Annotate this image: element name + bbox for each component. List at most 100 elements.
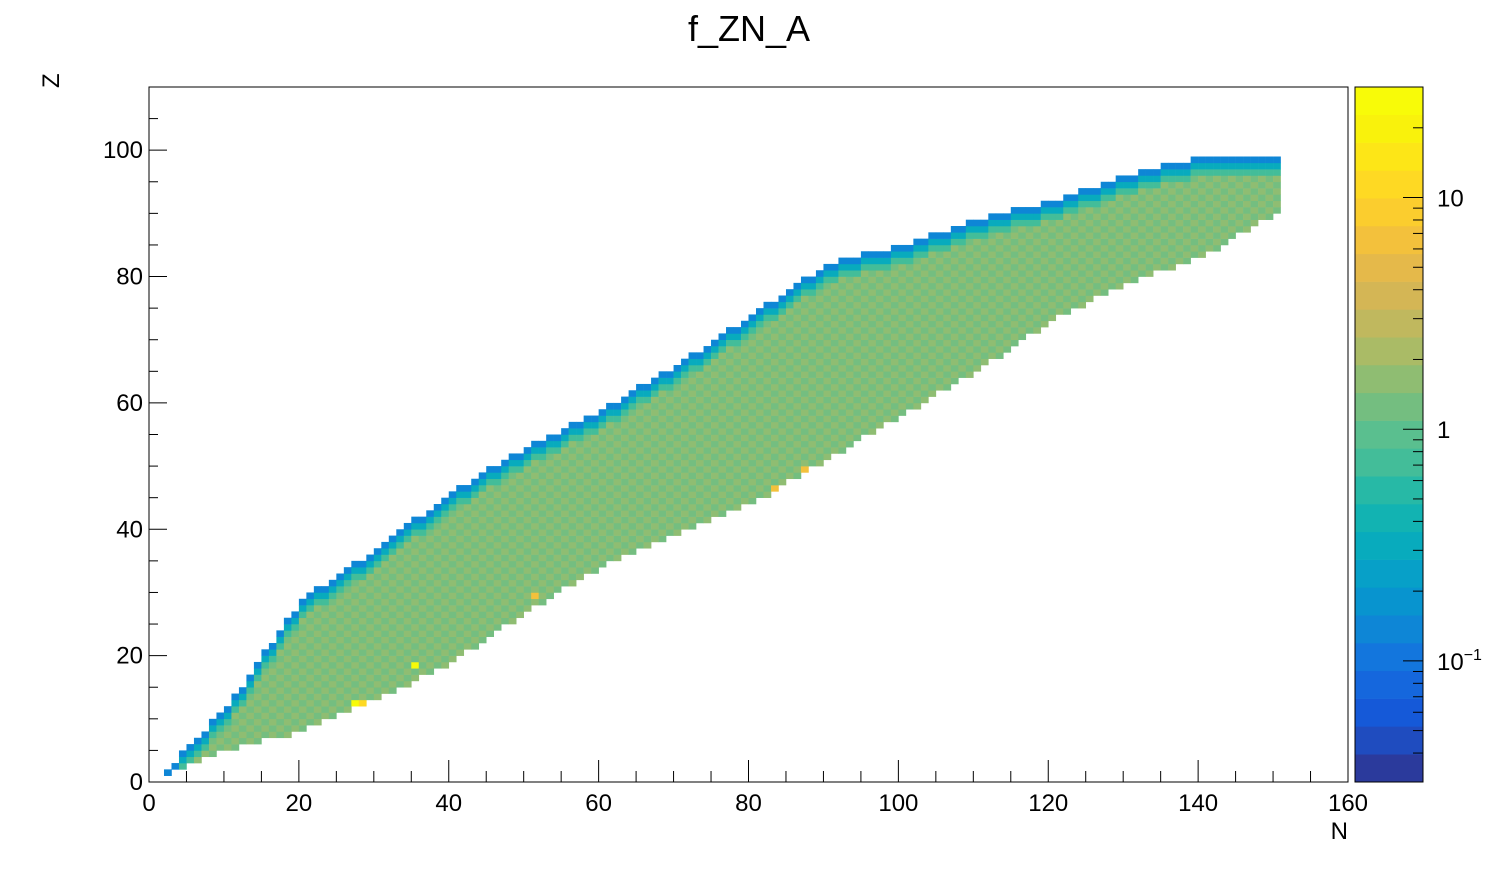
- heatmap-cell: [838, 428, 847, 435]
- heatmap-cell: [456, 649, 465, 656]
- heatmap-cell: [1250, 213, 1259, 220]
- heatmap-cell: [463, 579, 472, 587]
- heatmap-cell: [973, 219, 982, 227]
- heatmap-cell: [531, 592, 539, 600]
- heatmap-cell: [785, 327, 794, 334]
- heatmap-cell: [1010, 244, 1019, 252]
- heatmap-cell: [920, 263, 929, 271]
- heatmap-cell: [1273, 200, 1281, 208]
- heatmap-cell: [471, 554, 480, 562]
- heatmap-cell: [711, 383, 719, 391]
- heatmap-cell: [673, 466, 682, 473]
- heatmap-cell: [1243, 207, 1251, 214]
- heatmap-cell: [328, 579, 337, 587]
- heatmap-cell: [815, 428, 824, 435]
- heatmap-cell: [516, 466, 524, 473]
- heatmap-cell: [381, 617, 390, 625]
- heatmap-cell: [501, 497, 509, 505]
- heatmap-cell: [890, 251, 899, 258]
- heatmap-cell: [785, 339, 794, 347]
- heatmap-cell: [561, 478, 569, 486]
- heatmap-cell: [920, 301, 929, 309]
- heatmap-cell: [366, 560, 375, 568]
- heatmap-cell: [531, 522, 539, 530]
- heatmap-cell: [403, 598, 412, 606]
- heatmap-cell: [688, 510, 697, 517]
- heatmap-cell: [456, 491, 465, 498]
- heatmap-cell: [718, 466, 727, 473]
- heatmap-cell: [770, 371, 779, 378]
- heatmap-cell: [283, 680, 292, 688]
- heatmap-cell: [591, 459, 599, 467]
- heatmap-cell: [598, 440, 607, 448]
- heatmap-cell: [613, 459, 622, 467]
- heatmap-cell: [523, 573, 532, 581]
- heatmap-cell: [875, 383, 884, 391]
- heatmap-cell: [913, 263, 922, 271]
- heatmap-cell: [606, 428, 614, 435]
- heatmap-cell: [1003, 314, 1012, 322]
- heatmap-cell: [726, 383, 734, 391]
- heatmap-cell: [621, 535, 629, 543]
- heatmap-cell: [733, 358, 742, 366]
- heatmap-cell: [973, 238, 982, 246]
- heatmap-cell: [1235, 219, 1244, 227]
- heatmap-cell: [703, 478, 712, 486]
- heatmap-cell: [733, 371, 742, 378]
- heatmap-cell: [501, 579, 509, 587]
- heatmap-cell: [171, 763, 180, 770]
- heatmap-cell: [418, 624, 427, 631]
- heatmap-cell: [696, 421, 704, 429]
- heatmap-cell: [845, 415, 854, 423]
- heatmap-cell: [283, 649, 292, 656]
- heatmap-cell: [1055, 276, 1064, 284]
- heatmap-cell: [726, 365, 734, 372]
- heatmap-cell: [381, 668, 390, 675]
- heatmap-cell: [1213, 181, 1221, 189]
- heatmap-cell: [441, 592, 450, 600]
- heatmap-cell: [815, 459, 824, 467]
- heatmap-cell: [358, 592, 367, 600]
- heatmap-cell: [1093, 270, 1101, 277]
- z-tick-label: 1: [1437, 417, 1450, 444]
- heatmap-cell: [418, 643, 427, 650]
- heatmap-cell: [516, 453, 524, 461]
- heatmap-cell: [493, 497, 502, 505]
- heatmap-cell: [681, 453, 689, 461]
- heatmap-cell: [1220, 175, 1229, 183]
- heatmap-cell: [343, 592, 352, 600]
- heatmap-cell: [845, 282, 854, 290]
- heatmap-cell: [696, 485, 704, 492]
- heatmap-cell: [456, 605, 465, 612]
- heatmap-cell: [943, 320, 952, 328]
- heatmap-cell: [456, 636, 465, 644]
- heatmap-cell: [860, 409, 869, 416]
- heatmap-cell: [253, 687, 262, 694]
- heatmap-cell: [643, 478, 652, 486]
- heatmap-cell: [1205, 232, 1214, 239]
- heatmap-cell: [628, 472, 637, 480]
- heatmap-cell: [800, 365, 809, 372]
- heatmap-cell: [1085, 238, 1094, 246]
- heatmap-cell: [523, 541, 532, 549]
- heatmap-cell: [1145, 251, 1154, 258]
- heatmap-cell: [838, 402, 847, 410]
- heatmap-cell: [1078, 270, 1087, 277]
- heatmap-cell: [523, 579, 532, 587]
- heatmap-cell: [403, 560, 412, 568]
- heatmap-cell: [253, 706, 262, 713]
- heatmap-cell: [501, 522, 509, 530]
- heatmap-cell: [463, 491, 472, 498]
- heatmap-cell: [306, 674, 315, 682]
- heatmap-cell: [770, 365, 779, 372]
- heatmap-cell: [733, 421, 742, 429]
- z-tick-label: 10−1: [1437, 647, 1482, 676]
- heatmap-cell: [358, 661, 367, 669]
- heatmap-cell: [1003, 232, 1012, 239]
- heatmap-cell: [1145, 194, 1154, 202]
- heatmap-cell: [905, 314, 914, 322]
- heatmap-cell: [928, 327, 937, 334]
- heatmap-cell: [1078, 251, 1087, 258]
- heatmap-cell: [875, 308, 884, 315]
- heatmap-cell: [1243, 181, 1251, 189]
